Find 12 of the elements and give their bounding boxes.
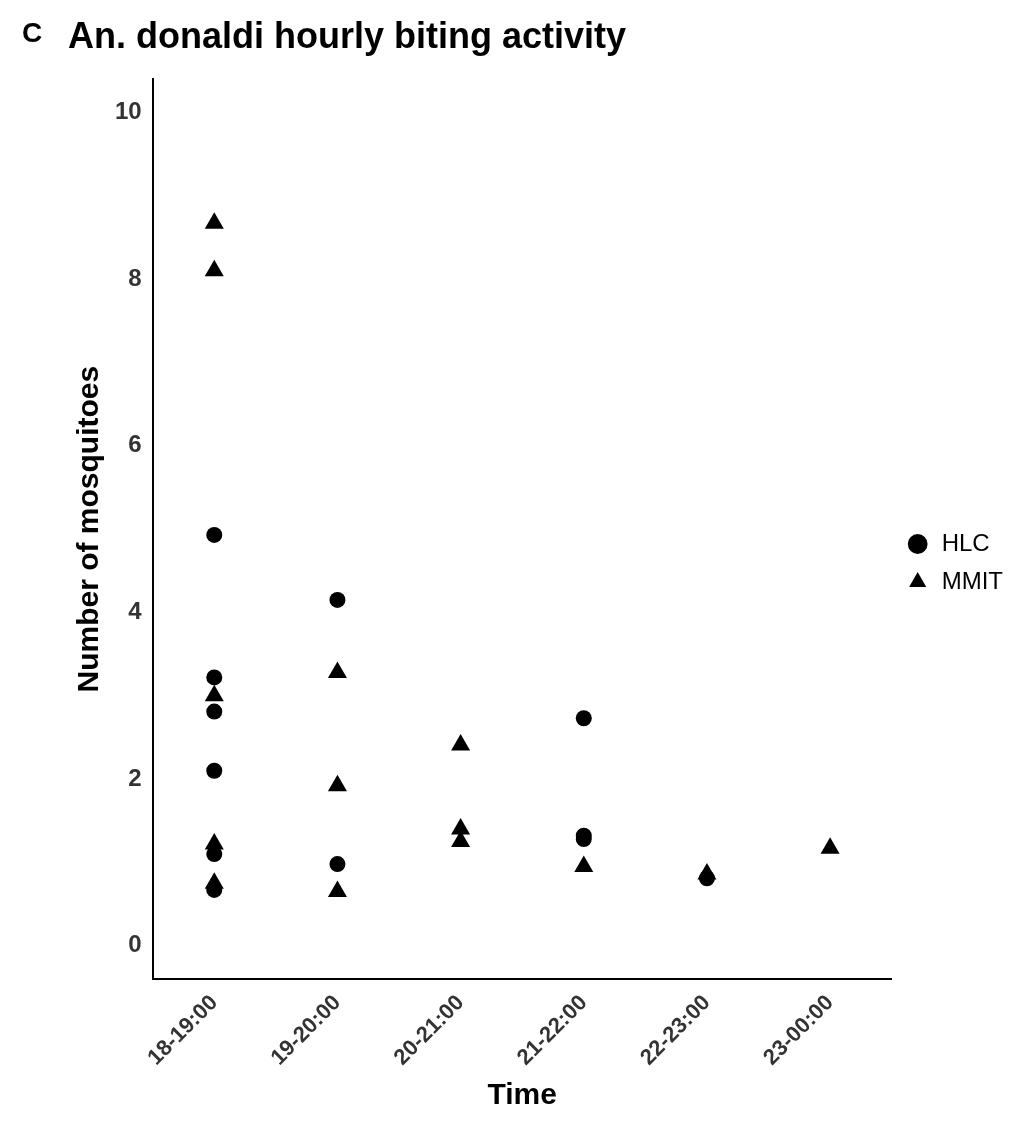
legend-label: MMIT <box>941 566 1004 594</box>
chart-title: An. donaldi hourly biting activity <box>68 14 627 56</box>
text: C <box>22 16 43 48</box>
legend-label: HLC <box>941 528 990 556</box>
y-tick-label: 2 <box>128 763 142 791</box>
y-tick-label: 4 <box>128 597 143 625</box>
y-tick-label: 10 <box>114 97 142 125</box>
x-axis-title: Time <box>487 1077 557 1111</box>
y-tick-label: 6 <box>128 430 142 458</box>
y-tick-label: 8 <box>128 263 142 291</box>
y-axis-title: Number of mosquitoes <box>71 365 105 693</box>
y-tick-label: 0 <box>128 930 142 958</box>
